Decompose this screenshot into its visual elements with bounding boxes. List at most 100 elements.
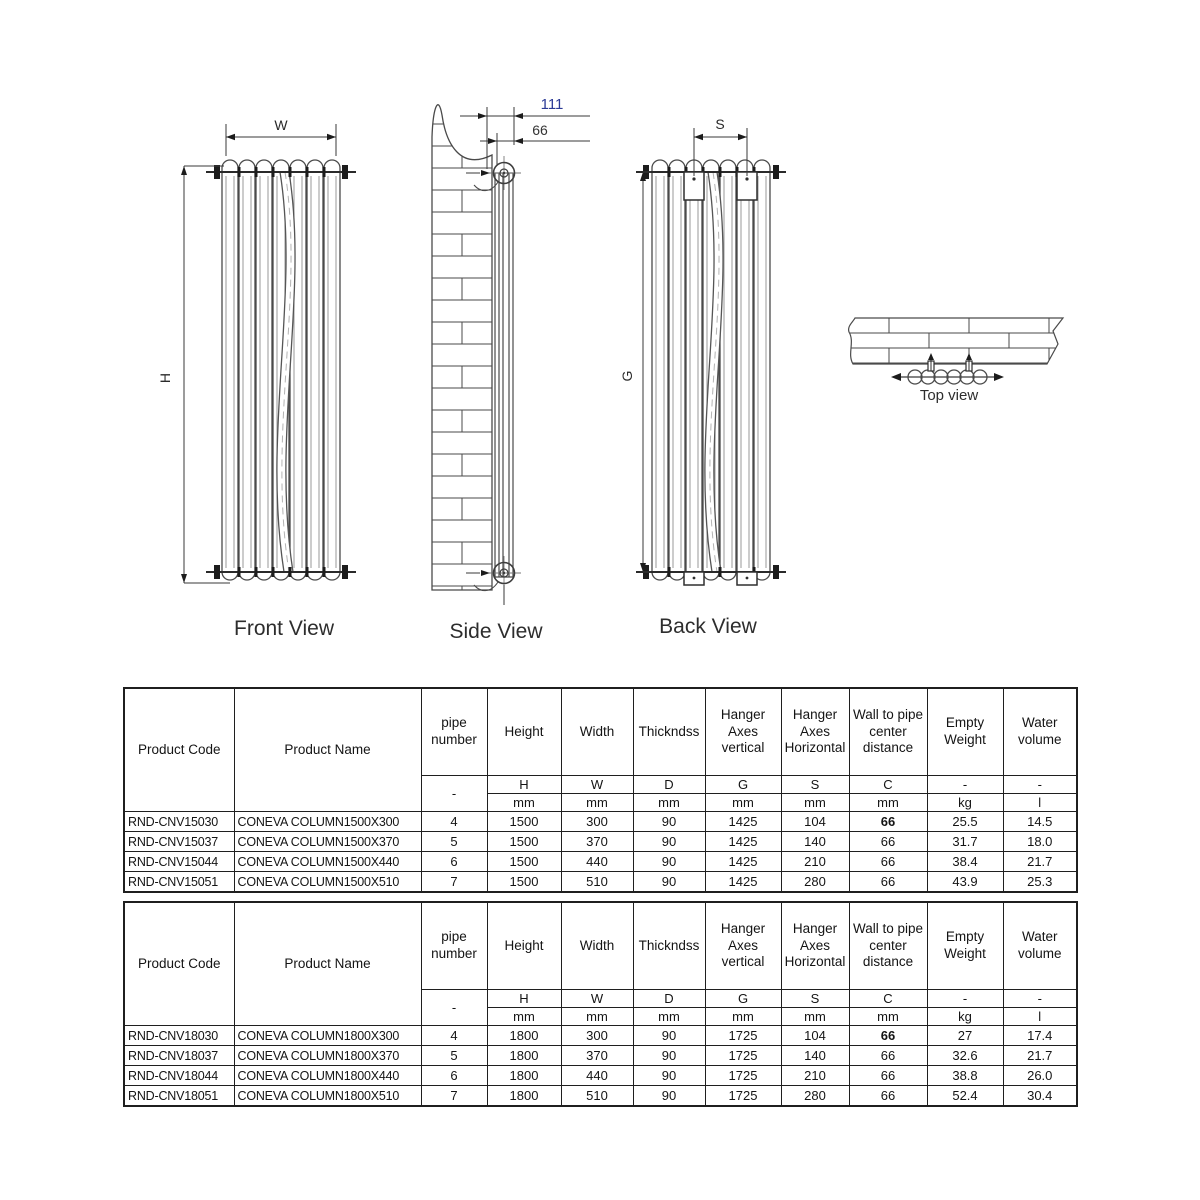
symbol-g: G bbox=[704, 989, 782, 1008]
cell-pipes: 7 bbox=[420, 1085, 488, 1107]
col-header-product-code: Product Code bbox=[123, 901, 235, 1026]
top-view-label: Top view bbox=[920, 387, 979, 404]
unit-w: mm bbox=[560, 793, 634, 812]
cell-product-name: CONEVA COLUMN1500X300 bbox=[233, 811, 422, 832]
cell-product-name: CONEVA COLUMN1800X440 bbox=[233, 1065, 422, 1086]
cell-height: 1500 bbox=[486, 851, 562, 872]
table-row: RND-CNV15037 CONEVA COLUMN1500X370 5 150… bbox=[123, 831, 1078, 852]
cell-height: 1800 bbox=[486, 1065, 562, 1086]
symbol-volume: - bbox=[1002, 775, 1078, 794]
cell-hanger-horizontal: 140 bbox=[780, 1045, 850, 1066]
cell-weight: 52.4 bbox=[926, 1085, 1004, 1107]
cell-hanger-vertical: 1725 bbox=[704, 1085, 782, 1107]
cell-weight: 27 bbox=[926, 1025, 1004, 1046]
cell-hanger-horizontal: 210 bbox=[780, 1065, 850, 1086]
cell-thickness: 90 bbox=[632, 1045, 706, 1066]
cell-thickness: 90 bbox=[632, 871, 706, 893]
cell-volume: 21.7 bbox=[1002, 1045, 1078, 1066]
cell-hanger-horizontal: 280 bbox=[780, 1085, 850, 1107]
cell-product-name: CONEVA COLUMN1800X370 bbox=[233, 1045, 422, 1066]
col-header-width: Width bbox=[560, 687, 634, 776]
cell-pipes: 6 bbox=[420, 851, 488, 872]
cell-thickness: 90 bbox=[632, 851, 706, 872]
top-tube-sections bbox=[907, 369, 988, 385]
table-row: RND-CNV18037 CONEVA COLUMN1800X370 5 180… bbox=[123, 1045, 1078, 1066]
cell-product-name: CONEVA COLUMN1500X440 bbox=[233, 851, 422, 872]
symbol-d: D bbox=[632, 775, 706, 794]
col-header-wall-to-pipe: Wall to pipe center distance bbox=[848, 687, 928, 776]
cell-hanger-vertical: 1425 bbox=[704, 811, 782, 832]
symbol-s: S bbox=[780, 775, 850, 794]
back-view-drawing: S G Back View bbox=[622, 116, 786, 638]
front-w-label: W bbox=[274, 117, 288, 133]
unit-weight: kg bbox=[926, 1007, 1004, 1026]
cell-weight: 38.4 bbox=[926, 851, 1004, 872]
top-view-drawing: Top view bbox=[848, 317, 1065, 404]
table-row: RND-CNV15044 CONEVA COLUMN1500X440 6 150… bbox=[123, 851, 1078, 872]
cell-pipes: 4 bbox=[420, 811, 488, 832]
cell-volume: 21.7 bbox=[1002, 851, 1078, 872]
cell-height: 1500 bbox=[486, 871, 562, 893]
unit-d: mm bbox=[632, 1007, 706, 1026]
cell-hanger-horizontal: 104 bbox=[780, 1025, 850, 1046]
side-wall bbox=[431, 104, 493, 591]
cell-hanger-horizontal: 280 bbox=[780, 871, 850, 893]
cell-wall-to-pipe: 66 bbox=[848, 871, 928, 893]
cell-hanger-vertical: 1725 bbox=[704, 1025, 782, 1046]
col-header-width: Width bbox=[560, 901, 634, 990]
table-row: RND-CNV15030 CONEVA COLUMN1500X300 4 150… bbox=[123, 811, 1078, 832]
cell-volume: 30.4 bbox=[1002, 1085, 1078, 1107]
cell-product-name: CONEVA COLUMN1500X510 bbox=[233, 871, 422, 893]
cell-volume: 18.0 bbox=[1002, 831, 1078, 852]
col-header-wall-to-pipe: Wall to pipe center distance bbox=[848, 901, 928, 990]
symbol-weight: - bbox=[926, 775, 1004, 794]
col-header-height: Height bbox=[486, 901, 562, 990]
front-view-drawing: W H Front View bbox=[157, 117, 356, 640]
cell-product-code: RND-CNV18044 bbox=[123, 1065, 235, 1086]
top-wall bbox=[848, 317, 1065, 365]
symbol-c: C bbox=[848, 775, 928, 794]
col-header-thickness: Thickndss bbox=[632, 901, 706, 990]
cell-width: 510 bbox=[560, 1085, 634, 1107]
back-hangers bbox=[683, 171, 758, 586]
col-header-empty-weight: Empty Weight bbox=[926, 901, 1004, 990]
cell-weight: 25.5 bbox=[926, 811, 1004, 832]
header-row: Product Code Product Name pipe number He… bbox=[123, 687, 1078, 812]
cell-width: 300 bbox=[560, 811, 634, 832]
cell-pipes: 4 bbox=[420, 1025, 488, 1046]
cell-pipes: 5 bbox=[420, 1045, 488, 1066]
back-s-label: S bbox=[715, 116, 724, 132]
unit-w: mm bbox=[560, 1007, 634, 1026]
cell-wall-to-pipe: 66 bbox=[848, 811, 928, 832]
symbol-w: W bbox=[560, 989, 634, 1008]
table-row: RND-CNV18030 CONEVA COLUMN1800X300 4 180… bbox=[123, 1025, 1078, 1046]
unit-g: mm bbox=[704, 793, 782, 812]
cell-weight: 38.8 bbox=[926, 1065, 1004, 1086]
col-header-product-name: Product Name bbox=[233, 687, 422, 812]
col-header-product-name: Product Name bbox=[233, 901, 422, 1026]
table-row: RND-CNV18051 CONEVA COLUMN1800X510 7 180… bbox=[123, 1085, 1078, 1107]
col-header-hanger-vertical: Hanger Axes vertical bbox=[704, 901, 782, 990]
cell-product-code: RND-CNV18051 bbox=[123, 1085, 235, 1107]
unit-c: mm bbox=[848, 1007, 928, 1026]
cell-weight: 31.7 bbox=[926, 831, 1004, 852]
cell-product-code: RND-CNV15044 bbox=[123, 851, 235, 872]
side-radiator-profile bbox=[494, 172, 514, 578]
cell-height: 1800 bbox=[486, 1085, 562, 1107]
symbol-row: - H W D G S C - - bbox=[124, 989, 1078, 1026]
front-break-line bbox=[276, 171, 296, 573]
unit-h: mm bbox=[486, 793, 562, 812]
symbol-g: G bbox=[704, 775, 782, 794]
cell-height: 1500 bbox=[486, 831, 562, 852]
cell-thickness: 90 bbox=[632, 1065, 706, 1086]
side-view-drawing: 111 66 Side View bbox=[431, 96, 590, 643]
cell-weight: 43.9 bbox=[926, 871, 1004, 893]
cell-product-code: RND-CNV15037 bbox=[123, 831, 235, 852]
cell-weight: 32.6 bbox=[926, 1045, 1004, 1066]
col-header-water-volume: Water volume bbox=[1002, 687, 1078, 776]
cell-pipes: 5 bbox=[420, 831, 488, 852]
unit-weight: kg bbox=[926, 793, 1004, 812]
cell-product-name: CONEVA COLUMN1500X370 bbox=[233, 831, 422, 852]
cell-thickness: 90 bbox=[632, 831, 706, 852]
